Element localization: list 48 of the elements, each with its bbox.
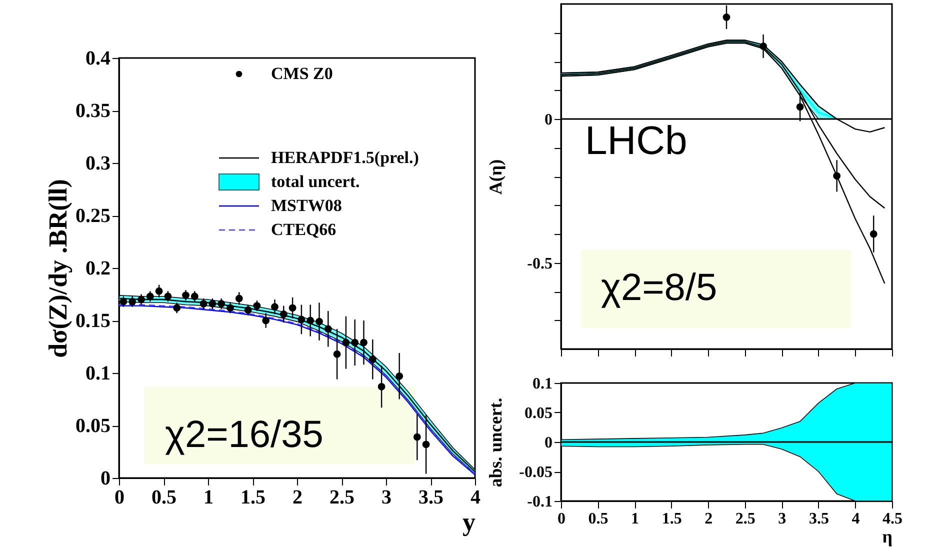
- y-tick-label: 0: [544, 112, 552, 128]
- annotation: LHCb: [585, 119, 688, 163]
- y-tick-label: 0.1: [532, 376, 552, 392]
- y-tick-label: -0.1: [527, 494, 552, 510]
- legend-label: total uncert.: [271, 172, 360, 191]
- x-tick-label: 2: [704, 510, 713, 528]
- annotation: χ2=16/35: [165, 414, 324, 456]
- x-axis-title: y: [462, 508, 476, 536]
- x-tick-label: 3: [382, 486, 392, 508]
- y-tick-label: 0.15: [76, 310, 110, 332]
- y-tick-label: 0.2: [86, 258, 110, 280]
- y-tick-label: -0.05: [519, 464, 552, 481]
- x-tick-label: 3.5: [808, 510, 829, 528]
- x-tick-label: 1.5: [240, 486, 266, 508]
- x-axis-title: η: [882, 526, 892, 546]
- annotation: χ2=8/5: [601, 267, 718, 309]
- x-tick-label: 1: [204, 486, 214, 508]
- x-tick-label: 4.5: [882, 510, 902, 528]
- x-tick-label: 4: [470, 486, 480, 508]
- x-tick-label: 0: [114, 486, 124, 508]
- y-tick-label: 0.25: [76, 205, 110, 227]
- y-tick-label: -0.5: [527, 255, 552, 272]
- legend-label: CTEQ66: [271, 220, 336, 239]
- legend-label: MSTW08: [271, 196, 342, 215]
- x-tick-label: 0.5: [152, 486, 176, 508]
- y-axis-title: abs. uncert.: [486, 398, 506, 488]
- x-tick-label: 2.5: [735, 510, 756, 528]
- y-tick-label: 0.4: [86, 48, 110, 70]
- y-tick-label: 0: [100, 468, 110, 490]
- legend-label: HERAPDF1.5(prel.): [271, 148, 419, 167]
- x-tick-label: 3.5: [418, 486, 444, 508]
- x-tick-label: 0.5: [588, 510, 608, 528]
- y-tick-label: 0.1: [86, 362, 110, 384]
- x-tick-label: 4: [852, 510, 860, 528]
- x-tick-label: 1: [631, 510, 640, 528]
- y-tick-label: 0: [544, 434, 552, 452]
- x-tick-label: 3: [778, 510, 786, 528]
- y-axis-title: dσ(Z)/dy .BR(ll): [44, 179, 72, 358]
- y-tick-label: 0.05: [524, 405, 552, 422]
- y-tick-label: 0.35: [76, 100, 110, 122]
- x-tick-label: 1.5: [662, 510, 682, 528]
- legend-label: CMS Z0: [271, 64, 333, 83]
- x-tick-label: 0: [558, 510, 566, 528]
- x-tick-label: 2.5: [330, 486, 354, 508]
- y-tick-label: 0.3: [86, 152, 110, 174]
- x-tick-label: 2: [292, 486, 302, 508]
- y-tick-label: 0.05: [76, 415, 110, 437]
- y-axis-title: A(η): [486, 159, 506, 195]
